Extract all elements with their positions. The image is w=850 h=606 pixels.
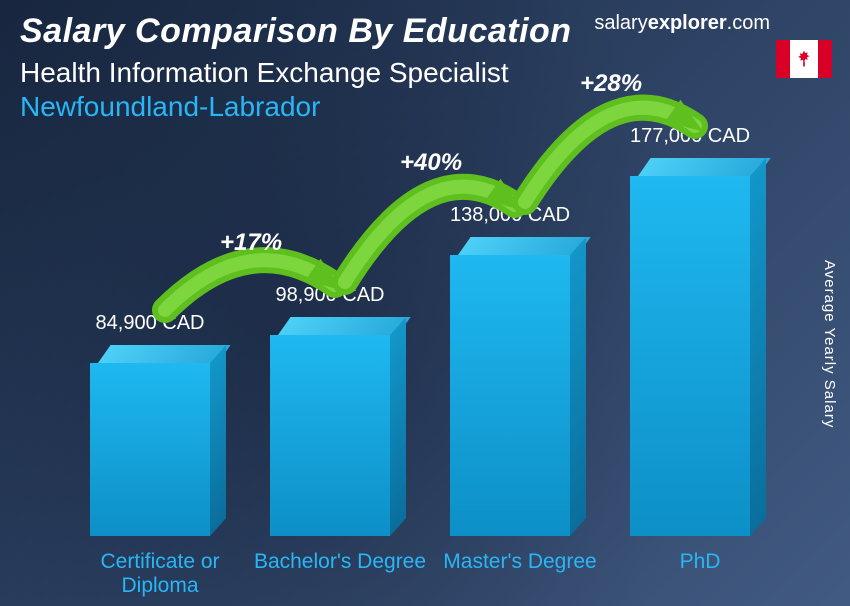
maple-leaf-icon — [794, 49, 814, 69]
bar-front-face — [270, 335, 390, 536]
canada-flag-icon — [776, 40, 832, 78]
y-axis-label: Average Yearly Salary — [821, 260, 838, 428]
bar-front-face — [90, 363, 210, 536]
bar-body — [270, 317, 390, 536]
brand-com: .com — [727, 12, 770, 34]
increase-label-1: +40% — [400, 149, 462, 177]
x-label-0: Certificate or Diploma — [70, 550, 250, 598]
brand-bold: explorer — [648, 12, 727, 34]
increase-label-0: +17% — [220, 229, 282, 257]
x-label-1: Bachelor's Degree — [250, 550, 430, 598]
bar-body — [90, 345, 210, 536]
brand-thin: salary — [594, 12, 647, 34]
x-axis: Certificate or DiplomaBachelor's DegreeM… — [70, 550, 790, 598]
flag-stripe-right — [818, 40, 832, 78]
increase-label-2: +28% — [580, 70, 642, 98]
bar-side-face — [390, 317, 406, 536]
brand-logo: salaryexplorer.com — [594, 12, 770, 35]
bar-side-face — [750, 158, 766, 536]
flag-stripe-left — [776, 40, 790, 78]
x-label-3: PhD — [610, 550, 790, 598]
bar-0: 84,900 CAD — [85, 312, 215, 536]
bar-side-face — [570, 237, 586, 536]
bar-side-face — [210, 345, 226, 536]
x-label-2: Master's Degree — [430, 550, 610, 598]
